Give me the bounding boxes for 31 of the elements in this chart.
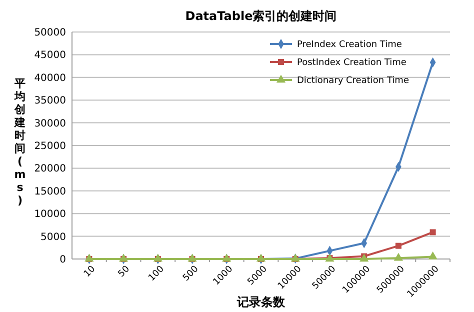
point <box>428 251 438 260</box>
point <box>360 254 369 262</box>
text: 平均创建时间(ms) <box>14 77 26 207</box>
point <box>256 254 266 262</box>
point <box>394 252 404 261</box>
y-tick-label: 15000 <box>34 186 66 198</box>
y-tick-label: 35000 <box>34 96 66 107</box>
legend-label: Dictionary Creation Time <box>297 76 410 86</box>
y-tick-label: 20000 <box>34 164 66 175</box>
y-tick-label: 40000 <box>34 72 66 84</box>
y-tick-label: 30000 <box>34 118 66 130</box>
y-tick-label: 50000 <box>34 28 66 38</box>
point <box>84 254 94 262</box>
point <box>188 254 197 262</box>
point <box>222 254 232 262</box>
point <box>395 242 402 249</box>
point <box>430 229 436 236</box>
y-tick-label: 0 <box>60 254 66 266</box>
y-tick-label: 5000 <box>40 232 66 243</box>
point <box>153 254 162 262</box>
y-tick-label: 10000 <box>34 209 66 220</box>
point <box>118 254 128 262</box>
y-tick-label: 25000 <box>34 141 66 152</box>
x-tick-label: 50 <box>116 264 132 280</box>
legend-label: PostIndex Creation Time <box>297 58 407 68</box>
x-tick-label: 100 <box>147 264 166 284</box>
chart-title: DataTable索引的创建时间 <box>185 9 337 23</box>
y-tick-label: 45000 <box>34 50 66 62</box>
x-axis-title: 记录条数 <box>236 295 286 309</box>
x-tick-label: 10 <box>82 264 98 280</box>
legend-label: PreIndex Creation Time <box>297 40 402 50</box>
